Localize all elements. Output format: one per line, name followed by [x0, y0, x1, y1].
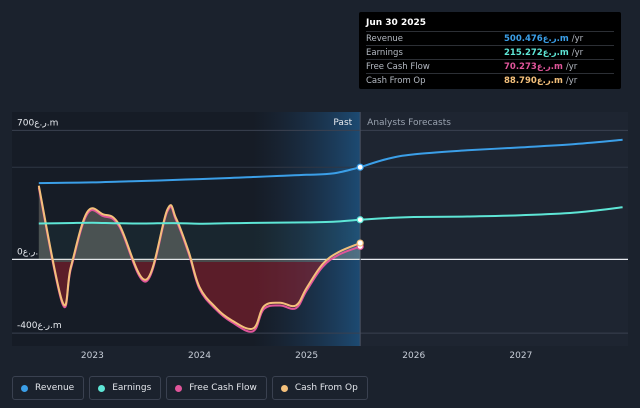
tooltip-row-free-cash-flow: Free Cash Flow 70.273ر.ع.m /yr [366, 59, 614, 73]
tooltip-row-cash-from-op: Cash From Op 88.790ر.ع.m /yr [366, 73, 614, 87]
forecast-region [360, 112, 628, 346]
tooltip-value: 70.273ر.ع.m [504, 61, 563, 72]
tooltip-label: Earnings [366, 47, 403, 58]
tooltip-label: Cash From Op [366, 75, 426, 86]
legend-label: Free Cash Flow [189, 383, 257, 393]
revenue-line [38, 166, 361, 185]
y-tick-label: -400ر.ع.m [17, 321, 62, 331]
x-tick-label: 2026 [402, 351, 425, 361]
legend-dot-icon [175, 384, 183, 392]
chart-legend: Revenue Earnings Free Cash Flow Cash Fro… [12, 376, 368, 400]
tooltip-row-earnings: Earnings 215.272ر.ع.m /yr [366, 45, 614, 59]
earnings-area [38, 219, 361, 260]
y-tick-label: 0ر.ع. [17, 247, 38, 257]
tooltip-unit: /yr [571, 47, 584, 58]
cash_from_op-area-negative [53, 262, 325, 330]
tooltip-date: Jun 30 2025 [366, 18, 427, 28]
legend-item-revenue[interactable]: Revenue [12, 376, 85, 400]
legend-label: Earnings [112, 383, 152, 393]
tooltip-label: Free Cash Flow [366, 61, 430, 72]
tooltip-unit: /yr [571, 33, 584, 44]
earnings-line [38, 218, 361, 225]
legend-item-earnings[interactable]: Earnings [89, 376, 162, 400]
legend-item-cash-from-op[interactable]: Cash From Op [271, 376, 368, 400]
cash_from_op-line [37, 185, 361, 331]
tooltip-value: 88.790ر.ع.m [504, 75, 563, 86]
legend-item-free-cash-flow[interactable]: Free Cash Flow [166, 376, 267, 400]
revenue-marker [356, 163, 364, 171]
tooltip-unit: /yr [565, 75, 578, 86]
forecast-label: Analysts Forecasts [367, 118, 451, 128]
revenue-forecast-line [359, 138, 623, 169]
free_cash_flow-area-positive [38, 187, 361, 262]
past-label: Past [333, 118, 352, 128]
x-tick-label: 2027 [509, 351, 532, 361]
past-highlight [253, 112, 361, 346]
legend-label: Revenue [35, 383, 75, 393]
data-tooltip: Jun 30 2025 Revenue 500.476ر.ع.m /yr Ear… [359, 12, 621, 89]
legend-label: Cash From Op [294, 383, 358, 393]
legend-dot-icon [280, 384, 288, 392]
tooltip-row-revenue: Revenue 500.476ر.ع.m /yr [366, 31, 614, 45]
free_cash_flow-area-negative [52, 262, 328, 332]
earnings-forecast-line [360, 206, 623, 221]
tooltip-value: 500.476ر.ع.m [504, 33, 569, 44]
legend-dot-icon [21, 384, 28, 392]
cash_from_op-marker [356, 239, 364, 247]
x-tick-label: 2024 [188, 351, 211, 361]
y-tick-label: 700ر.ع.m [17, 118, 58, 128]
x-tick-label: 2025 [295, 351, 318, 361]
legend-dot-icon [98, 384, 106, 392]
x-tick-label: 2023 [81, 351, 104, 361]
tooltip-label: Revenue [366, 33, 404, 44]
cash_from_op-area-positive [38, 185, 361, 262]
tooltip-value: 215.272ر.ع.m [504, 47, 569, 58]
earnings-marker [356, 216, 364, 224]
tooltip-unit: /yr [565, 61, 578, 72]
